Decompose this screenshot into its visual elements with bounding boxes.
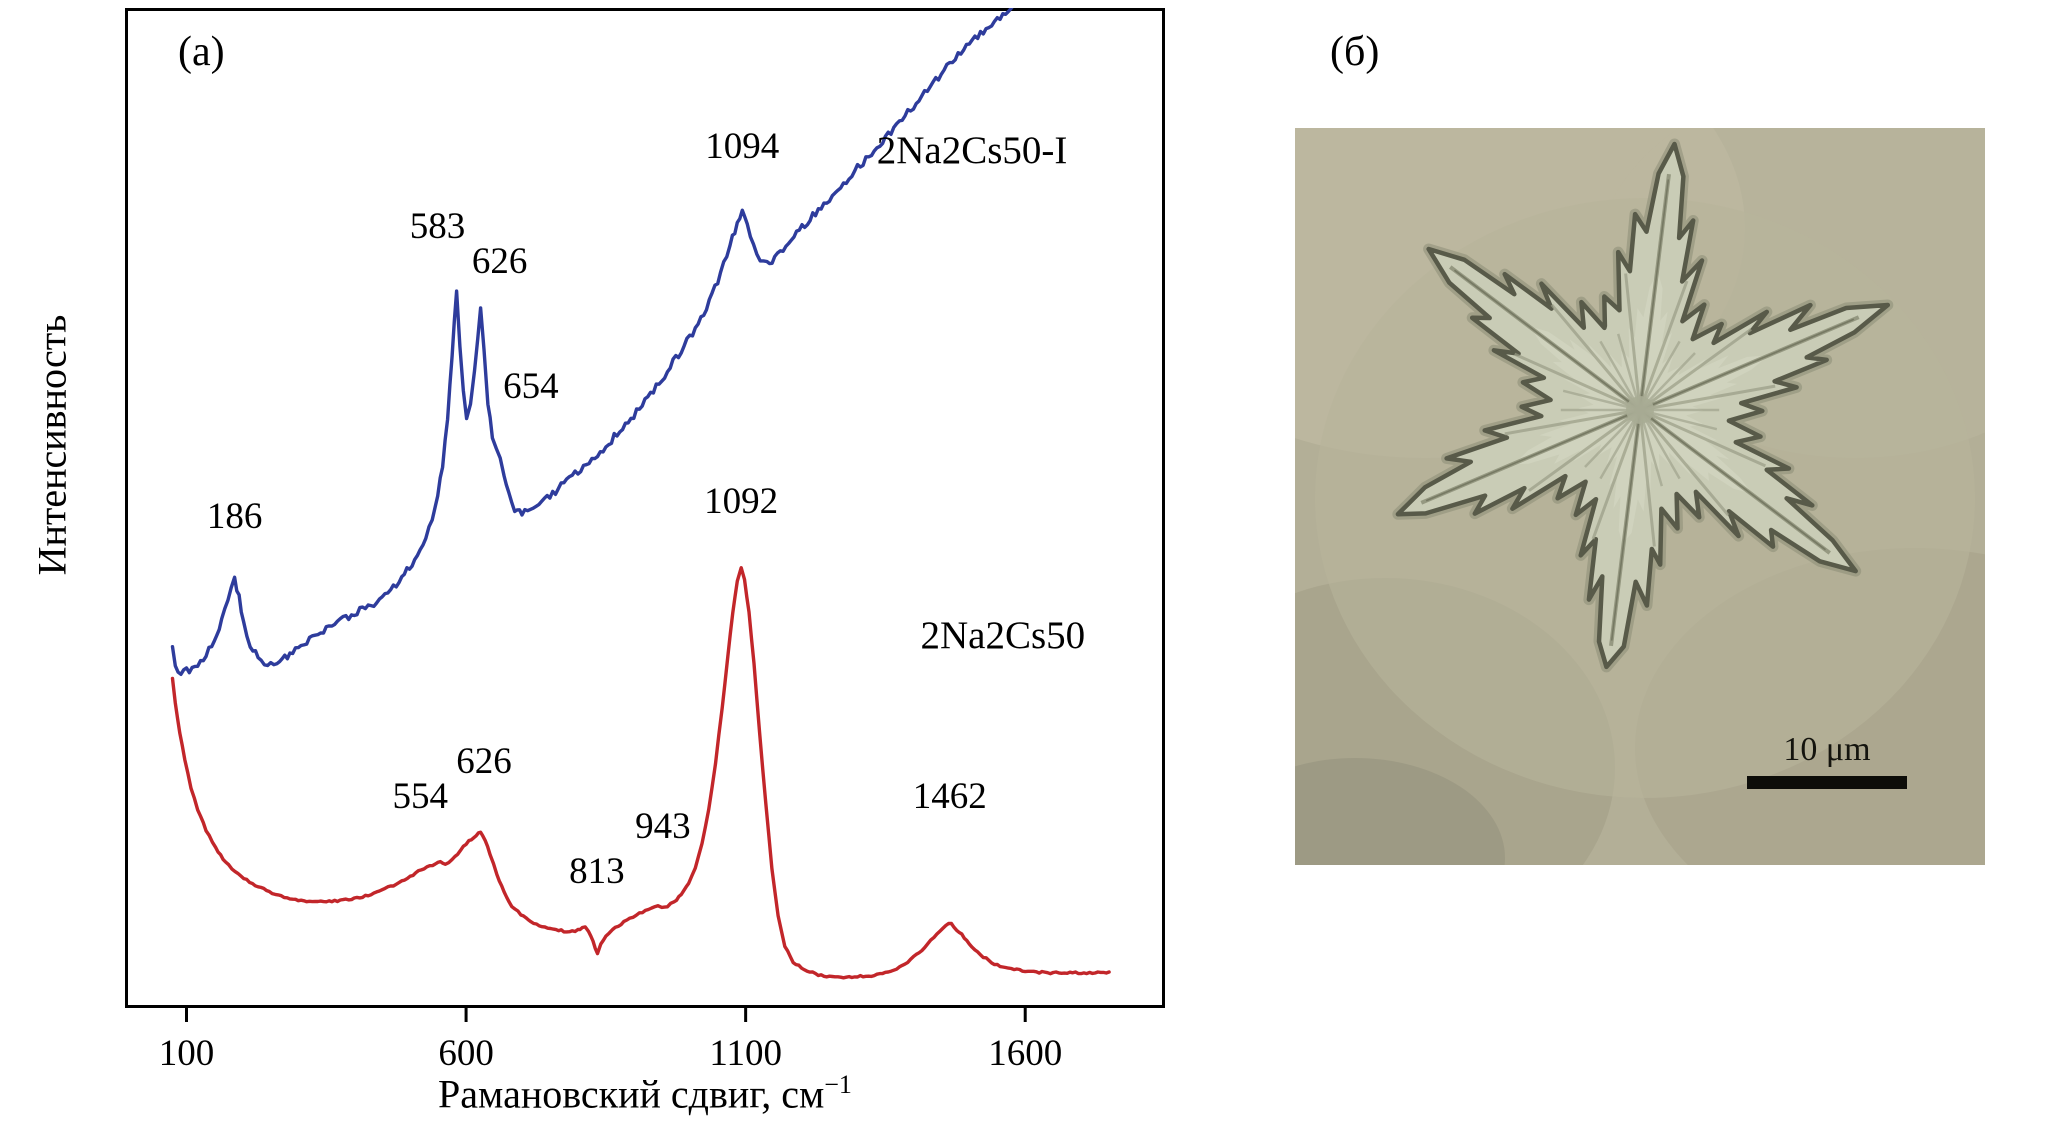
- panel-a-label: (а): [178, 29, 225, 75]
- peak-label: 626: [472, 241, 528, 282]
- crystal-micrograph-image: 10 μm: [1295, 128, 1985, 865]
- panel-b-label: (б): [1330, 29, 1380, 75]
- peak-label: 813: [569, 851, 625, 892]
- series-label: 2Na2Cs50-I: [877, 129, 1068, 172]
- peak-label: 583: [410, 206, 466, 247]
- plot-frame: [125, 8, 1165, 1008]
- peak-label: 626: [456, 741, 512, 782]
- spectrum-curve-2Na2Cs50: [170, 566, 1111, 980]
- scale-bar: 10 μm: [1747, 731, 1907, 789]
- spectrum-curve-2Na2Cs50-I: [170, 8, 1014, 676]
- peak-label: 943: [635, 806, 691, 847]
- x-axis-label-text: Рамановский сдвиг, см: [438, 1071, 825, 1117]
- x-axis-label-superscript: −1: [824, 1070, 852, 1099]
- series-label: 2Na2Cs50: [921, 614, 1086, 657]
- peak-label: 1462: [913, 776, 987, 817]
- peak-label: 1092: [704, 481, 778, 522]
- peak-label: 186: [207, 496, 263, 537]
- peak-label: 654: [503, 366, 559, 407]
- y-axis-label: Интенсивность: [29, 314, 75, 576]
- scale-bar-label: 10 μm: [1783, 731, 1870, 768]
- peak-label: 554: [392, 776, 448, 817]
- x-axis-label: Рамановский сдвиг, см−1: [438, 1070, 852, 1117]
- x-tick-label: 1100: [709, 1033, 782, 1074]
- snowflake-crystal: [1392, 138, 1894, 673]
- scale-bar-line: [1747, 776, 1907, 789]
- x-tick-label: 1600: [988, 1033, 1063, 1074]
- peak-label: 1094: [705, 126, 779, 167]
- x-tick-label: 100: [158, 1033, 215, 1074]
- x-tick-label: 600: [438, 1033, 494, 1074]
